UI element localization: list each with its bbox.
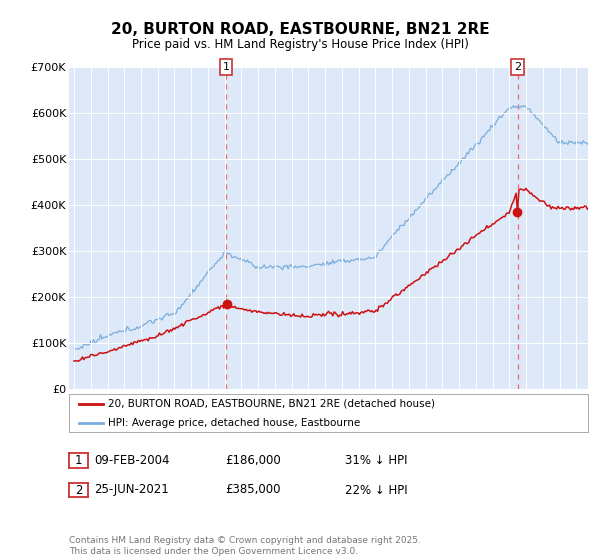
Text: 25-JUN-2021: 25-JUN-2021 — [94, 483, 169, 497]
Text: 20, BURTON ROAD, EASTBOURNE, BN21 2RE (detached house): 20, BURTON ROAD, EASTBOURNE, BN21 2RE (d… — [108, 399, 435, 409]
Text: 1: 1 — [223, 62, 230, 72]
Text: 31% ↓ HPI: 31% ↓ HPI — [345, 454, 407, 467]
Text: £385,000: £385,000 — [225, 483, 281, 497]
Text: 22% ↓ HPI: 22% ↓ HPI — [345, 483, 407, 497]
Text: 2: 2 — [75, 483, 82, 497]
Text: HPI: Average price, detached house, Eastbourne: HPI: Average price, detached house, East… — [108, 418, 360, 428]
Text: Contains HM Land Registry data © Crown copyright and database right 2025.
This d: Contains HM Land Registry data © Crown c… — [69, 536, 421, 556]
Text: 1: 1 — [75, 454, 82, 467]
Text: 09-FEB-2004: 09-FEB-2004 — [94, 454, 170, 467]
Text: Price paid vs. HM Land Registry's House Price Index (HPI): Price paid vs. HM Land Registry's House … — [131, 38, 469, 50]
Text: 20, BURTON ROAD, EASTBOURNE, BN21 2RE: 20, BURTON ROAD, EASTBOURNE, BN21 2RE — [110, 22, 490, 38]
Text: £186,000: £186,000 — [225, 454, 281, 467]
Text: 2: 2 — [514, 62, 521, 72]
